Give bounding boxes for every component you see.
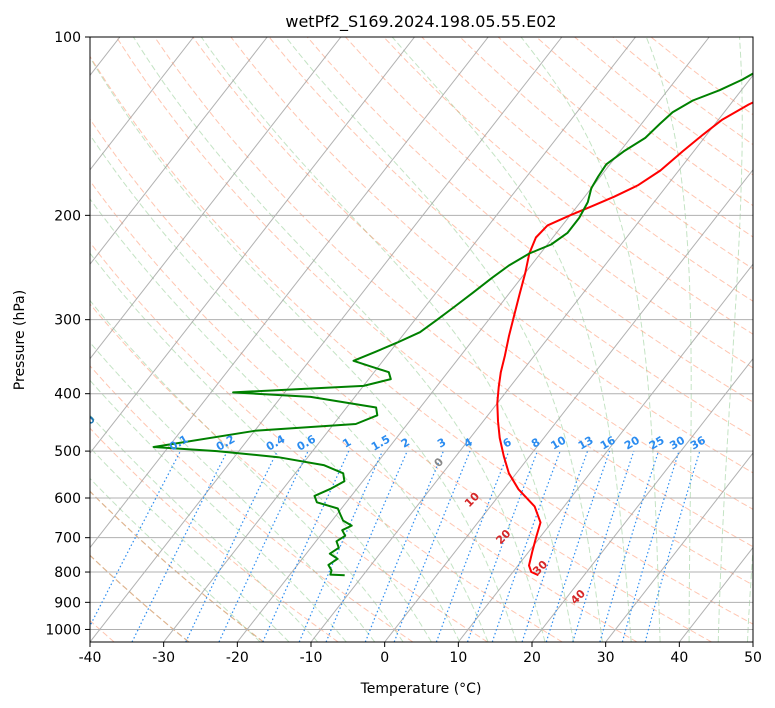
dry-adiabat-line — [115, 37, 753, 586]
isotherm-line — [457, 263, 753, 642]
mixing-ratio-line — [298, 450, 384, 642]
x-tick-label: 30 — [597, 650, 615, 666]
dry-adiabat-line — [306, 37, 753, 403]
x-tick-label: -20 — [226, 650, 249, 666]
pressure-gridlines — [90, 37, 753, 630]
moist-adiabat-line — [90, 56, 517, 642]
isotherm-line — [605, 452, 753, 642]
mixing-ratio-line — [545, 450, 611, 642]
dry-adiabat-line — [90, 55, 753, 625]
x-tick-label: 50 — [744, 650, 762, 666]
moist-adiabat-line — [200, 37, 575, 642]
y-tick-label: 100 — [54, 30, 81, 46]
moist-adiabat-line — [645, 37, 692, 642]
moist-adiabat-line — [90, 198, 461, 642]
y-tick-label: 300 — [54, 313, 81, 329]
dry-adiabat-line — [268, 37, 753, 438]
isotherm-line — [90, 37, 563, 642]
sounding-series — [152, 72, 753, 577]
dry-adiabat-label: -10 — [75, 412, 98, 435]
dry-adiabat-line — [90, 118, 712, 642]
dry-adiabat-line — [90, 427, 339, 642]
dry-adiabat-line — [230, 37, 753, 474]
isotherm-line — [384, 168, 753, 642]
moist-adiabat-line — [90, 379, 347, 642]
temperature-profile-line — [496, 101, 753, 577]
dry-adiabat-line — [345, 37, 753, 369]
y-tick-label: 700 — [54, 531, 81, 547]
x-tick-label: 10 — [449, 650, 467, 666]
dry-adiabats — [90, 37, 753, 642]
mixing-ratio-line — [621, 450, 680, 642]
mixing-ratio-line — [364, 450, 444, 642]
y-tick-label: 200 — [54, 208, 81, 224]
plot-area: 0.10.20.40.611.52346810131620253036-100-… — [75, 37, 753, 642]
moist-adiabat-line — [132, 37, 546, 642]
mixing-ratio-line — [393, 450, 471, 642]
chart-title: wetPf2_S169.2024.198.05.55.E02 — [285, 12, 556, 32]
dewpoint-profile-line — [152, 72, 753, 577]
y-tick-label: 600 — [54, 491, 81, 507]
isotherm-line — [310, 74, 753, 642]
moist-adiabat-line — [90, 134, 489, 642]
isotherm-line — [90, 37, 194, 171]
x-tick-label: 0 — [380, 650, 389, 666]
mixing-ratio-line — [262, 450, 350, 642]
isotherm-line — [90, 37, 268, 266]
dry-adiabat-line — [90, 180, 638, 642]
x-tick-label: -10 — [300, 650, 323, 666]
dry-adiabat-line — [90, 554, 190, 642]
mixing-ratio-lines — [90, 450, 701, 642]
moist-adiabat-line — [520, 37, 661, 642]
moist-adiabat-line — [90, 414, 319, 642]
dry-adiabat-line — [90, 365, 414, 642]
isotherm-line — [163, 37, 636, 642]
moist-adiabat-line — [285, 37, 603, 642]
mixing-ratio-line — [435, 450, 510, 642]
skewed-isotherms — [90, 37, 753, 642]
isotherm-line — [90, 37, 415, 454]
x-tick-label: -40 — [79, 650, 102, 666]
mixing-ratio-line — [644, 450, 701, 642]
moist-adiabat-line — [90, 299, 404, 642]
dry-adiabat-line — [192, 37, 753, 510]
moist-adiabat-line — [391, 37, 632, 642]
isotherm-line — [90, 37, 342, 360]
y-tick-label: 500 — [54, 444, 81, 460]
x-tick-label: 40 — [670, 650, 688, 666]
moist-adiabat-line — [90, 252, 432, 642]
y-tick-label: 1000 — [45, 622, 81, 638]
x-axis-label: Temperature (°C) — [360, 681, 482, 697]
y-axis-label: Pressure (hPa) — [12, 290, 28, 390]
moist-adiabat-line — [717, 37, 743, 642]
mixing-ratio-line — [599, 450, 660, 642]
mixing-ratio-line — [491, 450, 561, 642]
mixing-ratio-line — [131, 450, 228, 642]
moist-adiabats — [90, 37, 753, 642]
mixing-ratio-line — [325, 450, 408, 642]
dry-adiabat-line — [421, 37, 753, 302]
isotherm-line — [236, 37, 710, 642]
dry-adiabat-line — [90, 490, 264, 642]
x-tick-label: 20 — [523, 650, 541, 666]
mixing-ratio-line — [466, 450, 538, 642]
mixing-ratio-line — [572, 450, 635, 642]
y-tick-label: 400 — [54, 387, 81, 403]
x-tick-label: -30 — [152, 650, 175, 666]
y-axis-ticks: 100 200 300 400 500 600 700 800 900 1000 — [45, 30, 90, 638]
y-tick-label: 800 — [54, 565, 81, 581]
mixing-ratio-line — [521, 450, 589, 642]
y-tick-label: 900 — [54, 595, 81, 611]
dry-adiabat-line — [90, 241, 563, 642]
x-axis-ticks: -40 -30 -20 -10 0 10 20 30 40 50 — [79, 642, 762, 666]
axes-frame — [89, 36, 754, 643]
isotherm-line — [531, 357, 753, 642]
isotherm-line — [90, 37, 489, 549]
dry-adiabat-line — [90, 303, 488, 642]
